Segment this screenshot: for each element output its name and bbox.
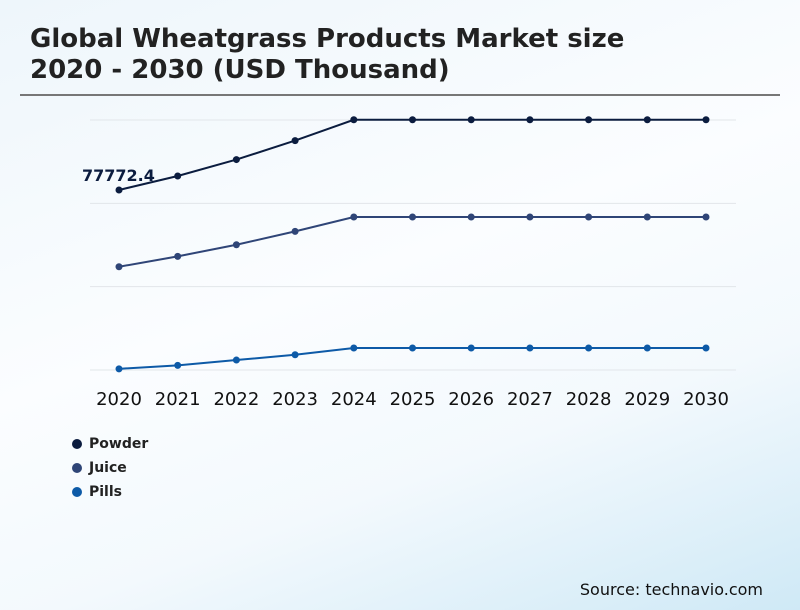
data-point-powder [467, 116, 475, 124]
legend-marker-icon [72, 463, 82, 473]
data-point-powder [702, 116, 710, 124]
data-point-pills [232, 356, 240, 364]
data-point-juice [115, 263, 123, 271]
x-tick-label: 2021 [155, 389, 201, 410]
data-point-pills [702, 344, 710, 352]
data-point-powder [115, 186, 123, 194]
data-point-pills [585, 344, 593, 352]
data-point-pills [350, 344, 358, 352]
title-divider [20, 94, 780, 96]
legend-label: Powder [89, 436, 149, 452]
title-line-2: 2020 - 2030 (USD Thousand) [30, 55, 450, 85]
data-point-powder [350, 116, 358, 124]
legend-label: Pills [89, 484, 122, 500]
data-point-pills [174, 361, 182, 369]
data-point-powder [526, 116, 534, 124]
data-point-powder [643, 116, 651, 124]
data-point-juice [174, 252, 182, 260]
data-point-powder [585, 116, 593, 124]
data-point-juice [291, 227, 299, 235]
chart-title: Global Wheatgrass Products Market size 20… [30, 24, 624, 86]
data-point-powder [409, 116, 416, 124]
x-tick-label: 2030 [683, 389, 729, 410]
data-point-juice [467, 213, 475, 221]
data-point-juice [643, 213, 651, 221]
title-line-1: Global Wheatgrass Products Market size [30, 24, 625, 54]
x-tick-label: 2026 [448, 389, 494, 410]
data-point-juice [232, 241, 240, 249]
data-point-pills [409, 344, 416, 352]
x-tick-label: 2029 [624, 389, 670, 410]
legend-marker-icon [72, 439, 82, 449]
x-tick-label: 2024 [331, 389, 377, 410]
x-tick-label: 2020 [96, 389, 142, 410]
data-point-pills [291, 351, 299, 359]
legend-marker-icon [72, 487, 82, 497]
x-tick-label: 2027 [507, 389, 553, 410]
x-tick-label: 2022 [213, 389, 259, 410]
source-note: Source: technavio.com [579, 580, 763, 599]
legend-label: Juice [89, 460, 127, 476]
x-tick-label: 2025 [390, 389, 436, 410]
x-tick-label: 2028 [566, 389, 612, 410]
series-line-powder [118, 118, 706, 191]
data-point-juice [350, 213, 358, 221]
legend-item-pills: Pills [72, 484, 122, 500]
data-point-powder [174, 172, 182, 180]
data-point-pills [115, 365, 123, 373]
data-point-juice [585, 213, 593, 221]
data-point-pills [526, 344, 534, 352]
legend-item-powder: Powder [72, 436, 148, 452]
data-point-juice [526, 213, 534, 221]
data-label: 77772.4 [82, 166, 155, 185]
data-point-powder [232, 156, 240, 164]
legend-item-juice: Juice [72, 460, 127, 476]
data-point-powder [291, 137, 299, 145]
data-point-pills [643, 344, 651, 352]
data-point-pills [467, 344, 475, 352]
series-line-juice [118, 215, 706, 268]
data-point-juice [409, 213, 416, 221]
data-point-juice [702, 213, 710, 221]
x-tick-label: 2023 [272, 389, 318, 410]
